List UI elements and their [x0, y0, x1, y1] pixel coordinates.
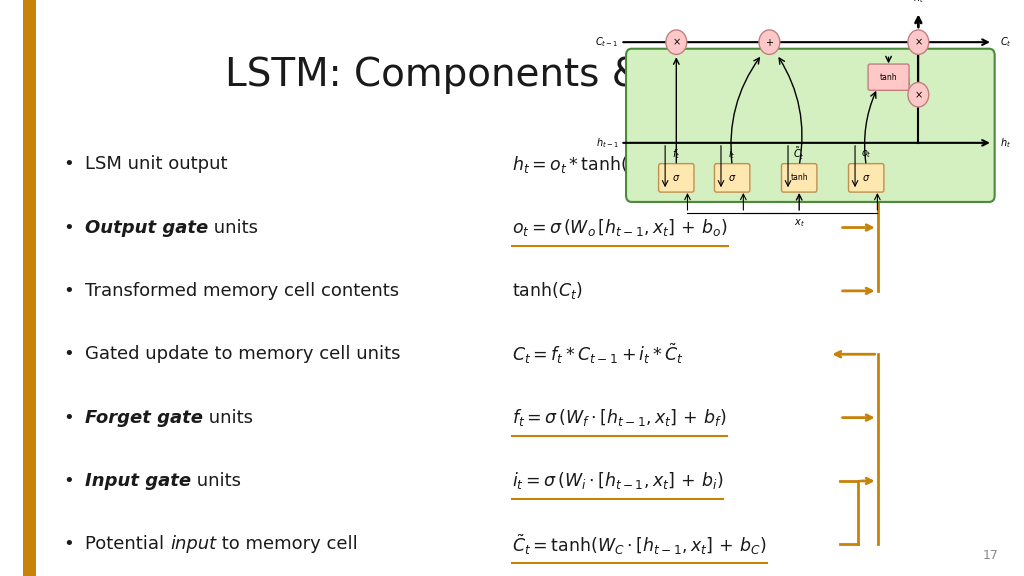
- Text: $C_t = f_t * C_{t-1} + i_t * \tilde{C}_t$: $C_t = f_t * C_{t-1} + i_t * \tilde{C}_t…: [512, 342, 684, 366]
- Text: $\sigma$: $\sigma$: [862, 173, 870, 183]
- Text: units: units: [191, 472, 241, 490]
- Text: $\times$: $\times$: [913, 37, 923, 47]
- Text: units: units: [203, 408, 253, 427]
- Circle shape: [759, 30, 780, 54]
- Text: $\tanh(C_t)$: $\tanh(C_t)$: [512, 281, 583, 301]
- Circle shape: [666, 30, 687, 54]
- Text: $\sigma$: $\sigma$: [672, 173, 681, 183]
- Text: to memory cell: to memory cell: [216, 535, 357, 554]
- Text: $C_{t-1}$: $C_{t-1}$: [595, 35, 618, 49]
- FancyBboxPatch shape: [849, 164, 884, 192]
- Text: •: •: [63, 535, 74, 554]
- Text: Gated update to memory cell units: Gated update to memory cell units: [85, 345, 400, 363]
- Text: input: input: [170, 535, 216, 554]
- Circle shape: [908, 82, 929, 107]
- Text: units: units: [208, 218, 258, 237]
- Bar: [23, 0, 36, 576]
- Text: $h_t$: $h_t$: [912, 0, 924, 5]
- Text: $\tilde{C}_t$: $\tilde{C}_t$: [794, 145, 805, 162]
- Text: Transformed memory cell contents: Transformed memory cell contents: [85, 282, 399, 300]
- Circle shape: [908, 30, 929, 54]
- Text: •: •: [63, 282, 74, 300]
- Text: Forget gate: Forget gate: [85, 408, 203, 427]
- Text: Potential: Potential: [85, 535, 170, 554]
- Text: $f_t$: $f_t$: [672, 147, 681, 161]
- FancyBboxPatch shape: [781, 164, 817, 192]
- Text: $h_{t-1}$: $h_{t-1}$: [596, 136, 618, 150]
- Text: •: •: [63, 408, 74, 427]
- Text: $i_t$: $i_t$: [728, 147, 736, 161]
- FancyBboxPatch shape: [658, 164, 694, 192]
- Text: $h_t = o_t * \tanh(C_t)$: $h_t = o_t * \tanh(C_t)$: [512, 154, 652, 175]
- Text: $o_t = \sigma\,(W_o\,[h_{t-1}, x_t]\,+\,b_o)$: $o_t = \sigma\,(W_o\,[h_{t-1}, x_t]\,+\,…: [512, 217, 728, 238]
- Text: 17: 17: [982, 548, 998, 562]
- FancyBboxPatch shape: [715, 164, 750, 192]
- FancyBboxPatch shape: [868, 64, 909, 90]
- Text: tanh: tanh: [791, 173, 808, 183]
- Text: LSTM: Components & Flow: LSTM: Components & Flow: [225, 56, 743, 94]
- Text: $C_t$: $C_t$: [1000, 35, 1012, 49]
- Text: $x_t$: $x_t$: [794, 217, 805, 229]
- Text: $\times$: $\times$: [672, 37, 681, 47]
- Text: $o_t$: $o_t$: [861, 148, 871, 160]
- Text: •: •: [63, 218, 74, 237]
- Text: tanh: tanh: [880, 73, 897, 82]
- Text: Output gate: Output gate: [85, 218, 208, 237]
- Text: $\times$: $\times$: [913, 89, 923, 100]
- FancyBboxPatch shape: [626, 49, 994, 202]
- Text: •: •: [63, 155, 74, 173]
- Text: LSM unit output: LSM unit output: [85, 155, 227, 173]
- Text: $f_t = \sigma\,(W_f \cdot [h_{t-1}, x_t]\,+\,b_f)$: $f_t = \sigma\,(W_f \cdot [h_{t-1}, x_t]…: [512, 407, 727, 428]
- Text: $i_t = \sigma\,(W_i \cdot [h_{t-1}, x_t]\,+\,b_i)$: $i_t = \sigma\,(W_i \cdot [h_{t-1}, x_t]…: [512, 471, 724, 491]
- Text: $h_t$: $h_t$: [1000, 136, 1012, 150]
- Text: $+$: $+$: [765, 37, 774, 48]
- Text: •: •: [63, 345, 74, 363]
- Text: Input gate: Input gate: [85, 472, 191, 490]
- Text: $\sigma$: $\sigma$: [728, 173, 736, 183]
- Text: •: •: [63, 472, 74, 490]
- Text: $\tilde{C}_t = \tanh(W_C \cdot [h_{t-1}, x_t]\,+\,b_C)$: $\tilde{C}_t = \tanh(W_C \cdot [h_{t-1},…: [512, 532, 767, 556]
